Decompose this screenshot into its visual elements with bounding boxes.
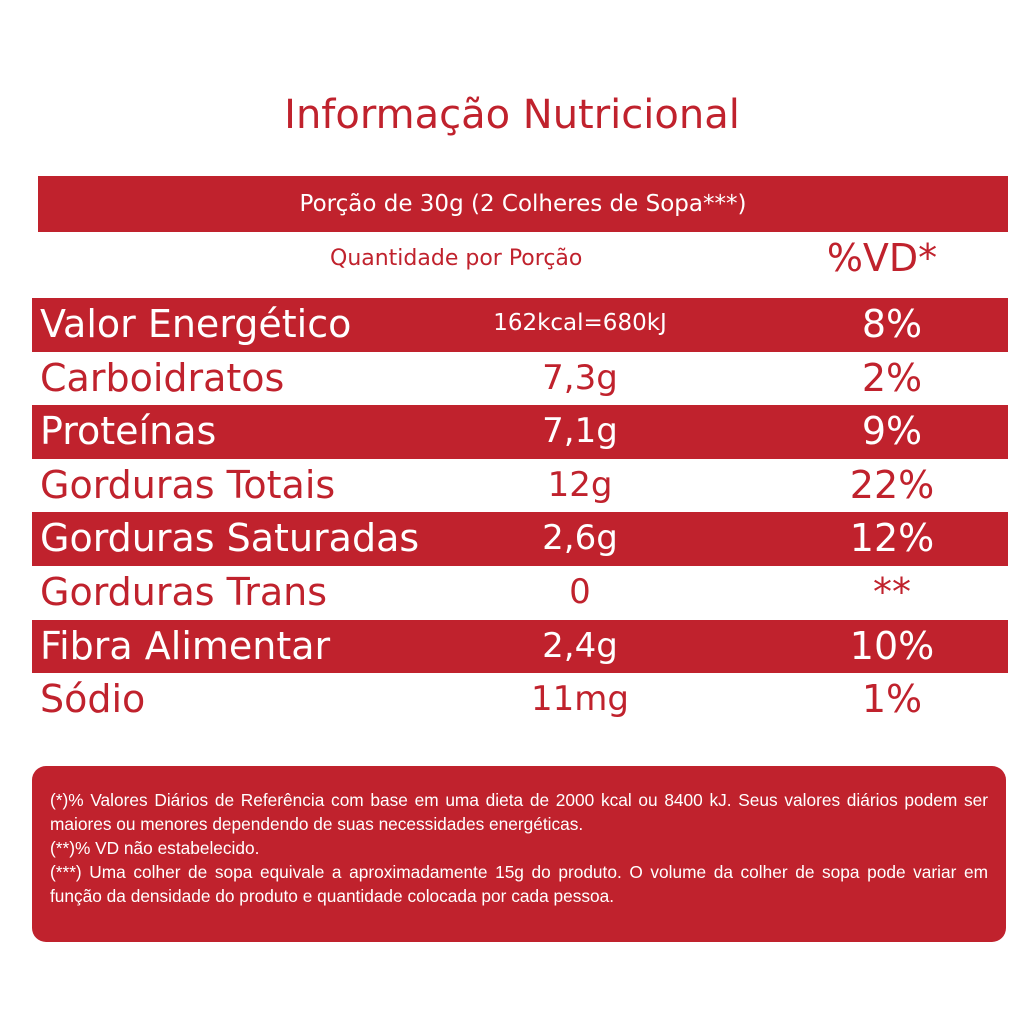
portion-size-bar: Porção de 30g (2 Colheres de Sopa***) [38, 176, 1008, 232]
nutrient-name: Fibra Alimentar [40, 623, 331, 668]
nutrient-row-total-fat: Gorduras Totais 12g 22% [32, 459, 1008, 513]
nutrient-amount: 11mg [531, 679, 629, 720]
nutrition-table: Valor Energético 162kcal=680kJ 8% Carboi… [32, 298, 1008, 727]
footnote-daily-values: (*)% Valores Diários de Referência com b… [50, 790, 988, 834]
nutrient-daily-value: 10% [849, 623, 935, 668]
quantity-column-header: Quantidade por Porção [330, 246, 583, 271]
nutrient-amount: 2,4g [542, 625, 618, 666]
nutrient-name: Gorduras Saturadas [40, 516, 420, 561]
nutrient-amount: 7,1g [542, 411, 618, 452]
nutrient-name: Valor Energético [40, 302, 352, 346]
nutrient-name: Sódio [40, 677, 146, 722]
page-title: Informação Nutricional [284, 92, 740, 138]
nutrient-amount: 0 [569, 571, 591, 612]
footnote-tablespoon: (***) Uma colher de sopa equivale a apro… [50, 862, 988, 906]
nutrient-name: Gorduras Trans [40, 569, 328, 614]
nutrient-daily-value: 9% [861, 409, 923, 454]
nutrient-daily-value: 22% [849, 462, 935, 507]
nutrient-row-sodium: Sódio 11mg 1% [32, 673, 1008, 727]
nutrient-row-carbohydrates: Carboidratos 7,3g 2% [32, 352, 1008, 406]
nutrient-amount: 12g [547, 464, 613, 505]
nutrient-amount: 7,3g [542, 357, 618, 398]
nutrient-daily-value: 12% [849, 516, 935, 561]
nutrient-daily-value: 1% [861, 677, 923, 722]
nutrient-name: Proteínas [40, 409, 217, 454]
footnotes-box: (*)% Valores Diários de Referência com b… [32, 766, 1006, 942]
nutrient-row-energy: Valor Energético 162kcal=680kJ 8% [32, 298, 1008, 352]
nutrient-row-saturated-fat: Gorduras Saturadas 2,6g 12% [32, 512, 1008, 566]
nutrient-daily-value: ** [873, 569, 911, 614]
nutrient-name: Carboidratos [40, 355, 285, 400]
nutrient-amount: 162kcal=680kJ [493, 310, 667, 336]
nutrient-row-proteins: Proteínas 7,1g 9% [32, 405, 1008, 459]
footnote-vd-not-established: (**)% VD não estabelecido. [50, 838, 260, 858]
nutrient-amount: 2,6g [542, 518, 618, 559]
nutrient-name: Gorduras Totais [40, 462, 336, 507]
nutrient-daily-value: 8% [861, 302, 923, 346]
nutrient-row-dietary-fiber: Fibra Alimentar 2,4g 10% [32, 619, 1008, 674]
nutrient-row-trans-fat: Gorduras Trans 0 ** [32, 566, 1008, 620]
nutrient-daily-value: 2% [861, 355, 923, 400]
daily-value-column-header: %VD* [826, 236, 938, 280]
